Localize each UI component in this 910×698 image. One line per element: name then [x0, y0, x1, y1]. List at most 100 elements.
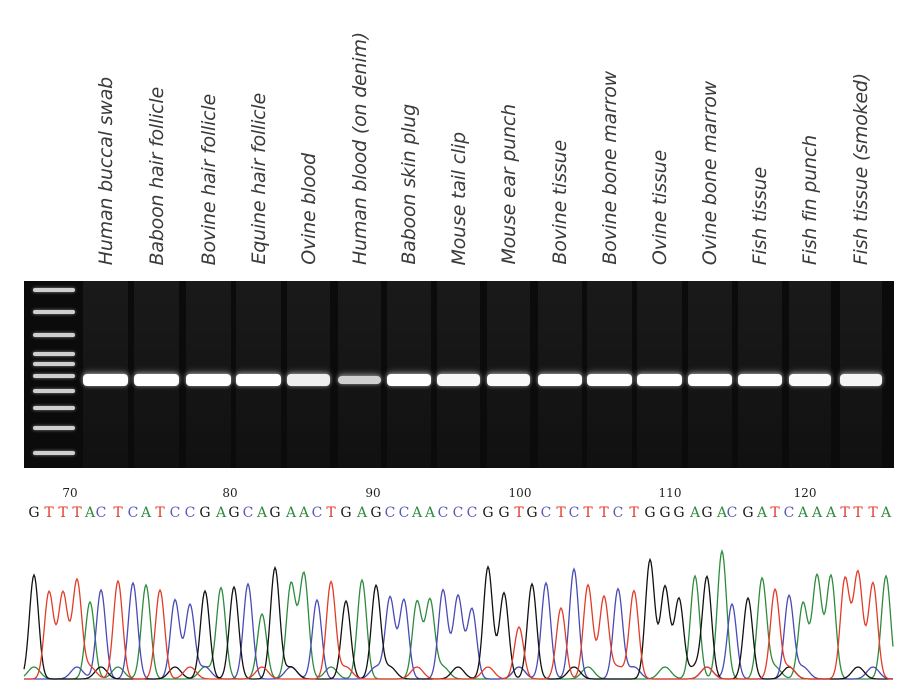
- pcr-product-band: [840, 374, 882, 386]
- base-call: G: [482, 505, 494, 521]
- lane-label: Human blood (on denim): [348, 32, 371, 265]
- base-call: C: [398, 505, 410, 521]
- base-call: A: [825, 505, 837, 521]
- lane-label: Ovine blood: [297, 153, 320, 265]
- position-tick-label: 110: [658, 486, 682, 500]
- position-tick-label: 70: [62, 486, 78, 500]
- base-call: A: [424, 505, 436, 521]
- pcr-product-band: [83, 374, 128, 386]
- base-call: A: [689, 505, 701, 521]
- chromatogram-trace: [23, 548, 894, 680]
- pcr-product-band: [688, 374, 732, 386]
- gel-lane: [338, 281, 381, 468]
- base-call: A: [880, 505, 892, 521]
- ladder-band: [33, 310, 75, 314]
- position-tick-label: 90: [365, 486, 381, 500]
- base-call: T: [514, 505, 524, 521]
- ladder-band: [33, 426, 75, 430]
- base-call: C: [311, 505, 323, 521]
- lane-label: Fish tissue (smoked): [850, 72, 872, 265]
- pcr-product-band: [236, 374, 281, 386]
- base-call: T: [868, 505, 878, 521]
- base-call: A: [756, 505, 768, 521]
- base-call: T: [58, 505, 68, 521]
- base-call: A: [811, 505, 823, 521]
- pcr-product-band: [387, 374, 431, 386]
- lane-label: Mouse tail clip: [447, 131, 470, 265]
- lane-label: Bovine hair follicle: [197, 93, 220, 265]
- ladder-band: [33, 389, 75, 393]
- base-call: T: [556, 505, 566, 521]
- lane-label: Fish tissue: [749, 166, 771, 265]
- base-call: A: [411, 505, 423, 521]
- lane-label: Fish fin punch: [799, 134, 821, 265]
- base-call: G: [498, 505, 510, 521]
- lane-label: Bovine bone marrow: [598, 71, 621, 265]
- base-call: G: [526, 505, 538, 521]
- base-call: T: [583, 505, 593, 521]
- lane-label: Ovine bone marrow: [699, 80, 721, 265]
- base-call: C: [452, 505, 464, 521]
- base-call: A: [140, 505, 152, 521]
- base-call: A: [716, 505, 728, 521]
- base-call: T: [44, 505, 54, 521]
- base-call: G: [340, 505, 352, 521]
- base-call: C: [726, 505, 738, 521]
- base-call: G: [269, 505, 281, 521]
- ladder-band: [33, 333, 75, 337]
- base-call: G: [659, 505, 671, 521]
- base-call: C: [384, 505, 396, 521]
- ladder-band: [33, 374, 75, 378]
- base-call: G: [28, 505, 40, 521]
- base-call: G: [644, 505, 656, 521]
- base-call: T: [326, 505, 336, 521]
- lane-label: Bovine tissue: [549, 140, 571, 265]
- base-call: A: [256, 505, 268, 521]
- position-tick-label: 120: [793, 486, 817, 500]
- base-call: A: [356, 505, 368, 521]
- pcr-product-band: [637, 374, 682, 386]
- lane-labels: Human buccal swab Baboon hair follicle Bov…: [0, 0, 910, 275]
- base-call: T: [113, 505, 123, 521]
- lane-label: Mouse ear punch: [497, 104, 520, 265]
- trace-T: [24, 569, 893, 680]
- base-call: T: [155, 505, 165, 521]
- base-call: T: [770, 505, 780, 521]
- base-call: G: [742, 505, 754, 521]
- base-call: T: [599, 505, 609, 521]
- position-tick-label: 100: [508, 486, 532, 500]
- base-call: G: [199, 505, 211, 521]
- base-call: C: [466, 505, 478, 521]
- pcr-product-band: [538, 374, 582, 386]
- base-call: T: [840, 505, 850, 521]
- position-tick-label: 80: [222, 486, 238, 500]
- lane-label: Equine hair follicle: [247, 93, 270, 265]
- lane-label: Human buccal swab: [94, 76, 117, 265]
- trace-A: [23, 548, 894, 680]
- pcr-product-band: [186, 374, 231, 386]
- pcr-product-band: [587, 374, 632, 386]
- base-call: A: [285, 505, 297, 521]
- base-call: T: [853, 505, 863, 521]
- lane-label: Baboon skin plug: [398, 104, 420, 265]
- base-call: C: [437, 505, 449, 521]
- pcr-product-band: [287, 374, 330, 386]
- pcr-product-band: [738, 374, 782, 386]
- ladder-band: [33, 352, 75, 356]
- base-call: C: [127, 505, 139, 521]
- base-call: C: [184, 505, 196, 521]
- lane-label: Ovine tissue: [648, 149, 671, 265]
- pcr-product-band: [487, 374, 530, 386]
- base-call: A: [298, 505, 310, 521]
- pcr-product-band: [134, 374, 179, 386]
- lane-label: Baboon hair follicle: [145, 86, 168, 265]
- pcr-product-band: [437, 374, 480, 386]
- ladder-band: [33, 406, 75, 410]
- base-call: C: [95, 505, 107, 521]
- trace-G: [23, 557, 893, 680]
- base-call: G: [701, 505, 713, 521]
- base-call: A: [84, 505, 96, 521]
- ladder-band: [33, 362, 75, 366]
- base-call: G: [228, 505, 240, 521]
- base-call: C: [612, 505, 624, 521]
